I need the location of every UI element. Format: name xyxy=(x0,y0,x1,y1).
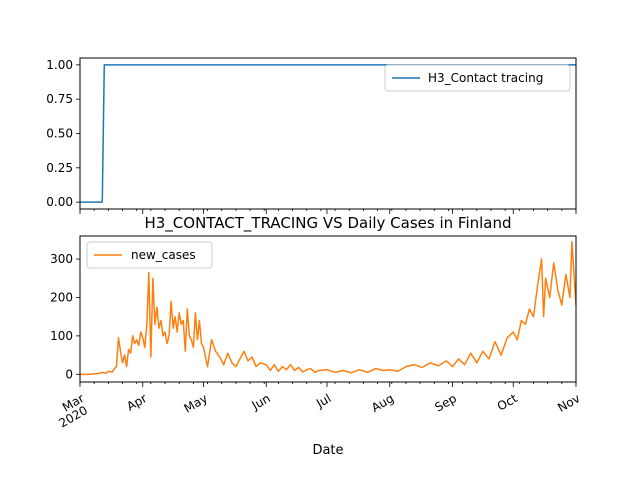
top-legend-label: H3_Contact tracing xyxy=(428,71,543,85)
top-ytick-label: 0.50 xyxy=(46,127,73,141)
top-x-ticks xyxy=(79,209,577,214)
daily-cases-panel: H3_CONTACT_TRACING VS Daily Cases in Fin… xyxy=(50,214,582,458)
bottom-legend: new_cases xyxy=(86,241,213,269)
bottom-xtick-label: Oct xyxy=(495,391,520,414)
bottom-xtick-label: May xyxy=(182,391,210,416)
top-ytick-label: 0.75 xyxy=(46,92,73,106)
bottom-xtick-label: Jun xyxy=(249,391,273,413)
contact-tracing-panel: 0.00 0.25 0.50 0.75 1.00 H3_Contact tracing xyxy=(46,57,577,214)
bottom-series-line xyxy=(80,241,577,376)
top-series-line xyxy=(80,64,576,203)
bottom-ytick-label: 0 xyxy=(65,367,73,381)
top-ytick-label: 0.25 xyxy=(46,161,73,175)
bottom-ytick-label: 300 xyxy=(50,252,73,266)
x-axis-label: Date xyxy=(312,443,343,458)
bottom-xtick-label: Nov xyxy=(555,391,582,415)
chart-title: H3_CONTACT_TRACING VS Daily Cases in Fin… xyxy=(144,214,511,233)
bottom-ytick-label: 200 xyxy=(50,290,73,304)
bottom-axes-frame xyxy=(79,235,577,383)
bottom-xtick-label: Jul xyxy=(313,391,333,411)
top-y-ticks: 0.00 0.25 0.50 0.75 1.00 xyxy=(46,58,80,209)
bottom-ytick-label: 100 xyxy=(50,329,73,343)
top-axes-frame xyxy=(79,57,577,210)
bottom-xtick-label: Apr xyxy=(124,391,149,414)
top-legend-box xyxy=(384,64,571,92)
top-series-group xyxy=(80,64,576,203)
top-legend: H3_Contact tracing xyxy=(384,64,571,92)
bottom-legend-label: new_cases xyxy=(131,248,196,262)
top-ytick-label: 0.00 xyxy=(46,195,73,209)
bottom-xtick-label: Aug xyxy=(369,391,396,415)
bottom-legend-box xyxy=(86,241,213,269)
bottom-y-ticks: 0 100 200 300 xyxy=(50,252,80,381)
top-ytick-label: 1.00 xyxy=(46,58,73,72)
bottom-xtick-label: Sep xyxy=(432,391,459,414)
bottom-series-group xyxy=(80,241,577,376)
